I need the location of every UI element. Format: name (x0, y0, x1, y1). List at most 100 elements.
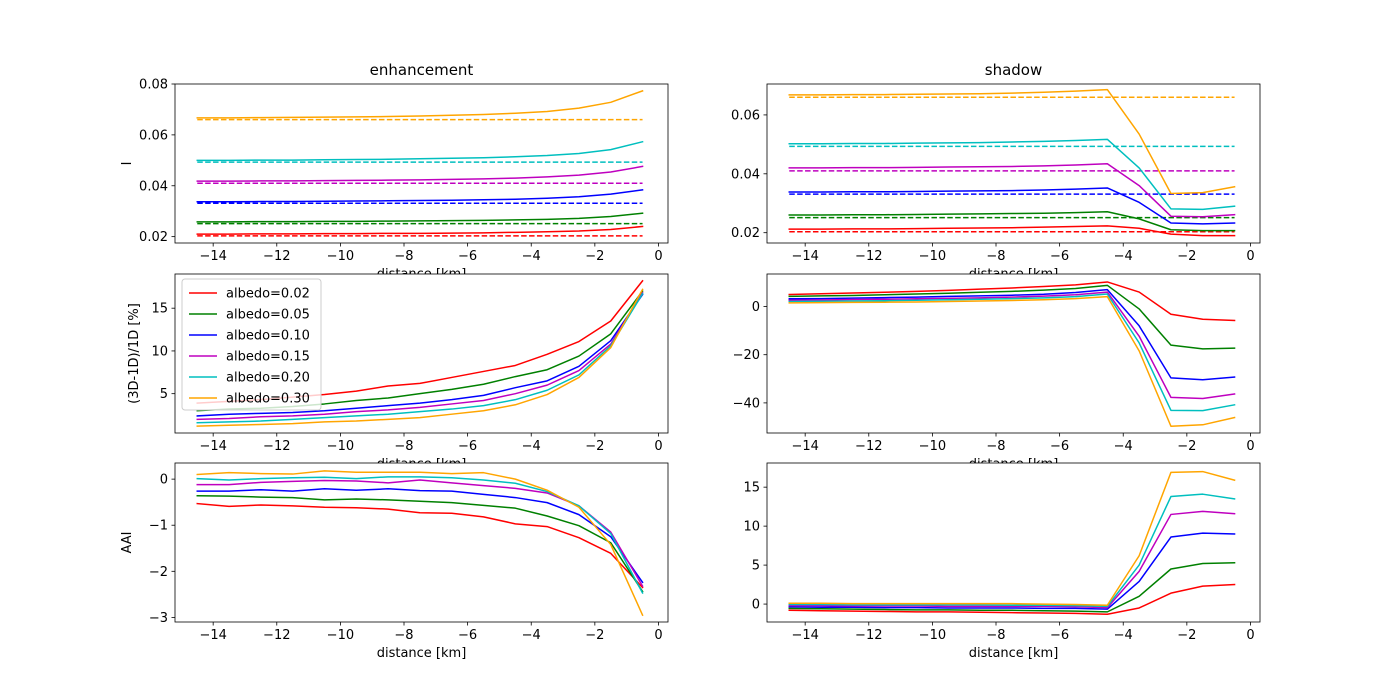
axes-title: shadow (985, 61, 1042, 79)
y-axis-label: AAI (120, 532, 135, 554)
x-tick-label: −12 (855, 439, 882, 454)
series-group (788, 281, 1236, 427)
series-line-albedo-0.30 (788, 295, 1236, 427)
x-axis-label: distance [km] (969, 646, 1059, 661)
series-line-albedo-0.05 (196, 212, 644, 223)
series-line-albedo-0.10 (788, 187, 1236, 225)
series-line-albedo-0.05 (788, 561, 1236, 613)
x-tick-label: −4 (522, 628, 541, 643)
legend-label: albedo=0.05 (226, 308, 310, 323)
x-tick-label: 0 (1246, 249, 1254, 264)
series-line-albedo-0.15 (788, 510, 1236, 609)
series-line-albedo-0.02 (196, 225, 644, 235)
series-line-albedo-0.20 (196, 140, 644, 162)
x-tick-label: −12 (263, 249, 290, 264)
axes-background (175, 84, 668, 243)
x-tick-label: −6 (458, 439, 477, 454)
y-tick-label: 0 (752, 300, 760, 315)
series-group (196, 470, 644, 617)
x-tick-label: −8 (394, 249, 413, 264)
y-tick-label: 5 (752, 559, 760, 574)
x-tick-label: −8 (394, 628, 413, 643)
x-tick-label: −4 (1114, 439, 1133, 454)
x-tick-label: −6 (1050, 628, 1069, 643)
series-line-albedo-0.10 (196, 488, 644, 584)
legend-label: albedo=0.02 (226, 287, 310, 302)
series-line-albedo-0.05 (788, 284, 1236, 350)
x-tick-label: −14 (791, 439, 818, 454)
axes-sha-radiance: −14−12−10−8−6−4−200.020.040.06shadowdist… (731, 61, 1261, 282)
x-tick-label: −8 (986, 249, 1005, 264)
legend-label: albedo=0.15 (226, 350, 310, 365)
legend-item: albedo=0.15 (189, 350, 310, 365)
x-tick-label: −10 (919, 249, 946, 264)
legend-label: albedo=0.10 (226, 329, 310, 344)
y-tick-label: 5 (160, 387, 168, 402)
axes-background (175, 463, 668, 622)
legend: albedo=0.02 albedo=0.05 albedo=0.10 albedo=… (181, 278, 322, 411)
x-tick-label: 0 (1246, 439, 1254, 454)
y-tick-label: −40 (733, 396, 760, 411)
x-tick-label: −12 (263, 439, 290, 454)
x-tick-label: −10 (919, 439, 946, 454)
x-tick-label: −6 (1050, 249, 1069, 264)
x-tick-label: −14 (791, 249, 818, 264)
y-tick-label: 0.04 (139, 179, 168, 194)
axes-sha-diff: −14−12−10−8−6−4−20−40−200distance [km] (733, 273, 1261, 472)
axes-sha-aai: −14 −12 −10 −8 −6 −4 −2 0 0 5 10 15 distance [km] (743, 462, 1261, 661)
axes-enh-radiance: −14 −12 −10 −8 −6 −4 −2 0 0.02 0.04 0.06 0.08 enhanc… (120, 61, 669, 282)
x-tick-label: −12 (855, 249, 882, 264)
y-axis-label: (3D-1D)/1D [%] (127, 303, 142, 404)
series-line-albedo-0.15 (788, 291, 1236, 400)
series-group (196, 89, 644, 237)
series-group (788, 470, 1236, 615)
y-tick-label: −2 (149, 565, 168, 580)
x-tick-label: −2 (585, 249, 604, 264)
x-tick-label: −4 (522, 249, 541, 264)
y-tick-label: 10 (743, 520, 760, 535)
axes-frame (174, 273, 669, 434)
series-line-albedo-0.30 (196, 89, 644, 119)
series-line-albedo-0.02 (196, 502, 644, 589)
x-tick-label: −2 (1177, 628, 1196, 643)
series-line-albedo-0.05 (788, 211, 1236, 232)
x-tick-label: −12 (855, 628, 882, 643)
y-axis-label: I (120, 162, 135, 166)
y-tick-label: 0 (752, 598, 760, 613)
x-tick-label: −2 (585, 628, 604, 643)
x-tick-label: 0 (654, 249, 662, 264)
series-line-albedo-0.30 (788, 88, 1236, 195)
x-tick-label: −8 (986, 439, 1005, 454)
x-tick-label: −14 (791, 628, 818, 643)
axes-frame (766, 273, 1261, 434)
legend-item: albedo=0.20 (189, 371, 310, 386)
x-tick-label: −6 (458, 249, 477, 264)
x-tick-label: −4 (1114, 628, 1133, 643)
series-line-albedo-0.20 (788, 293, 1236, 412)
series-line-albedo-0.10 (788, 532, 1236, 610)
x-tick-label: −6 (1050, 439, 1069, 454)
series-line-albedo-0.10 (196, 188, 644, 203)
x-tick-label: 0 (1246, 628, 1254, 643)
legend-item: albedo=0.30 (189, 392, 310, 407)
y-tick-label: 0.06 (731, 108, 760, 123)
x-axis-label: distance [km] (377, 646, 467, 661)
y-tick-label: 0.02 (731, 226, 760, 241)
series-line-albedo-0.15 (196, 291, 644, 421)
x-tick-label: −2 (1177, 249, 1196, 264)
axes-background (767, 84, 1260, 243)
y-tick-label: −20 (733, 348, 760, 363)
x-tick-label: −6 (458, 628, 477, 643)
axes-background (767, 463, 1260, 622)
legend-item: albedo=0.10 (189, 329, 310, 344)
x-tick-label: −10 (327, 249, 354, 264)
series-line-albedo-0.15 (788, 163, 1236, 218)
x-tick-label: −10 (919, 628, 946, 643)
series-line-albedo-0.20 (788, 493, 1236, 608)
series-line-albedo-0.10 (788, 288, 1236, 381)
series-line-albedo-0.02 (788, 281, 1236, 322)
legend-item: albedo=0.02 (189, 287, 310, 302)
x-tick-label: −4 (522, 439, 541, 454)
y-tick-label: 0.06 (139, 128, 168, 143)
